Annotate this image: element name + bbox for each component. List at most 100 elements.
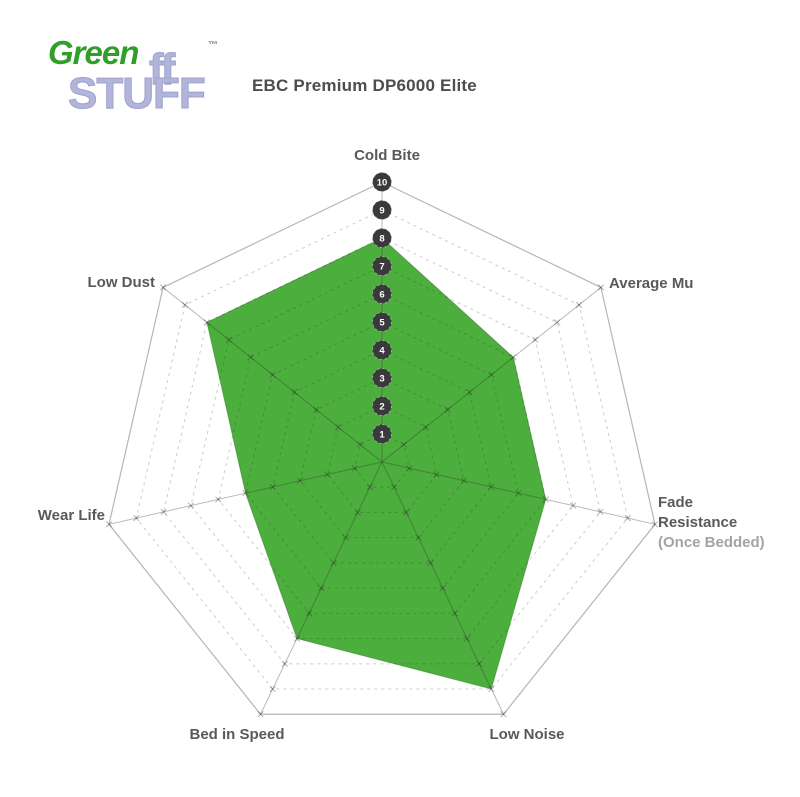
grid-cross-mark bbox=[313, 406, 320, 413]
grid-cross-mark bbox=[293, 635, 301, 642]
grid-cross-mark bbox=[476, 660, 483, 667]
grid-cross-mark bbox=[296, 477, 304, 484]
grid-cross-mark bbox=[597, 284, 605, 291]
grid-cross-mark bbox=[356, 441, 364, 448]
grid-cross-mark bbox=[305, 610, 313, 617]
grid-cross-mark bbox=[330, 559, 337, 567]
grid-cross-mark bbox=[422, 423, 429, 431]
grid-cross-mark bbox=[269, 483, 276, 491]
grid-cross-mark bbox=[510, 354, 517, 361]
axis-spoke bbox=[260, 461, 383, 715]
grid-cross-mark bbox=[500, 711, 507, 718]
grid-cross-mark bbox=[444, 406, 451, 413]
grid-cross-mark bbox=[281, 660, 288, 667]
grid-ring bbox=[299, 377, 465, 539]
scale-tick-label: 2 bbox=[379, 401, 384, 412]
trademark-symbol: ™ bbox=[208, 40, 218, 51]
axis-label-wear-life: Wear Life bbox=[37, 507, 105, 524]
grid-cross-mark bbox=[351, 465, 358, 472]
scale-tick-label: 10 bbox=[377, 177, 388, 188]
scale-tick-ring bbox=[372, 368, 392, 388]
grid-cross-mark bbox=[269, 483, 276, 491]
grid-cross-mark bbox=[291, 389, 298, 396]
grid-ring bbox=[354, 433, 410, 488]
grid-cross-mark bbox=[105, 521, 113, 528]
grid-ring bbox=[217, 293, 547, 614]
grid-cross-mark bbox=[293, 635, 301, 642]
chart-title: EBC Premium DP6000 Elite bbox=[252, 76, 477, 95]
grid-cross-mark bbox=[159, 284, 167, 291]
grid-cross-mark bbox=[342, 534, 349, 541]
grid-cross-mark bbox=[488, 483, 495, 491]
grid-cross-mark bbox=[400, 441, 408, 448]
grid-ring bbox=[190, 265, 574, 640]
scale-tick-circle bbox=[372, 312, 392, 332]
grid-cross-mark bbox=[247, 354, 254, 361]
scale-tick-circle bbox=[372, 200, 392, 220]
grid-cross-mark bbox=[554, 319, 561, 326]
grid-cross-mark bbox=[133, 514, 140, 522]
grid-cross-mark bbox=[269, 685, 276, 693]
grid-cross-mark bbox=[296, 477, 304, 484]
scale-tick-ring bbox=[372, 424, 392, 444]
grid-ring bbox=[272, 349, 492, 564]
grid-cross-mark bbox=[324, 471, 331, 478]
grid-cross-mark bbox=[422, 423, 429, 431]
grid-cross-mark bbox=[460, 477, 468, 484]
scale-tick-label: 7 bbox=[379, 261, 384, 272]
grid-cross-mark bbox=[225, 336, 232, 343]
scale-tick-circle bbox=[372, 368, 392, 388]
scale-tick-ring bbox=[372, 228, 392, 248]
data-polygon bbox=[206, 237, 547, 690]
grid-ring bbox=[135, 209, 629, 690]
grid-cross-mark bbox=[160, 508, 167, 515]
grid-cross-mark bbox=[159, 284, 167, 291]
grid-cross-mark bbox=[324, 471, 331, 478]
axis-label-average-mu: Average Mu bbox=[609, 275, 694, 292]
scale-tick-label: 1 bbox=[379, 429, 385, 440]
scale-tick-circle bbox=[372, 256, 392, 276]
grid-cross-mark bbox=[257, 711, 264, 718]
grid-ring bbox=[163, 237, 601, 665]
grid-cross-mark bbox=[305, 610, 313, 617]
grid-cross-mark bbox=[335, 423, 342, 431]
scale-tick-circle bbox=[372, 424, 392, 444]
grid-cross-mark bbox=[597, 508, 604, 515]
grid-cross-mark bbox=[433, 471, 440, 478]
grid-cross-mark bbox=[451, 610, 459, 617]
grid-cross-mark bbox=[269, 371, 276, 378]
axis-spoke bbox=[108, 461, 383, 525]
scale-tick-label: 4 bbox=[379, 345, 385, 356]
grid-cross-mark bbox=[400, 441, 408, 448]
grid-cross-mark bbox=[515, 490, 522, 497]
scale-tick-ring bbox=[372, 340, 392, 360]
grid-cross-mark bbox=[187, 502, 195, 509]
grid-cross-mark bbox=[391, 484, 398, 491]
grid-cross-mark bbox=[569, 502, 577, 509]
axis-label-cold-bite: Cold Bite bbox=[354, 147, 420, 164]
grid-cross-mark bbox=[281, 660, 288, 667]
fade-label-line1: Fade bbox=[658, 494, 694, 511]
grid-cross-mark bbox=[476, 660, 483, 667]
logo-stuff-tail-text: ff bbox=[148, 45, 175, 94]
axis-label-bed-in-speed: Bed in Speed bbox=[189, 726, 285, 743]
grid-cross-mark bbox=[488, 483, 495, 491]
logo-stuff-text: STUFF bbox=[68, 69, 207, 118]
fade-label-line3: (Once Bedded) bbox=[658, 534, 765, 551]
scale-tick-circle bbox=[372, 172, 392, 192]
grid-ring bbox=[108, 181, 656, 715]
grid-cross-mark bbox=[403, 509, 410, 516]
grid-cross-mark bbox=[160, 508, 167, 515]
grid-cross-mark bbox=[463, 635, 471, 642]
grid-cross-mark bbox=[351, 465, 358, 472]
logo-green-text: Green bbox=[48, 34, 139, 71]
grid-cross-mark bbox=[366, 484, 373, 491]
grid-cross-mark bbox=[466, 389, 473, 396]
grid-cross-mark bbox=[203, 319, 210, 326]
greenstuff-logo: ff Green STUFF ™ bbox=[48, 34, 228, 134]
grid-cross-mark bbox=[335, 423, 342, 431]
grid-cross-mark bbox=[269, 371, 276, 378]
grid-cross-mark bbox=[242, 490, 249, 497]
